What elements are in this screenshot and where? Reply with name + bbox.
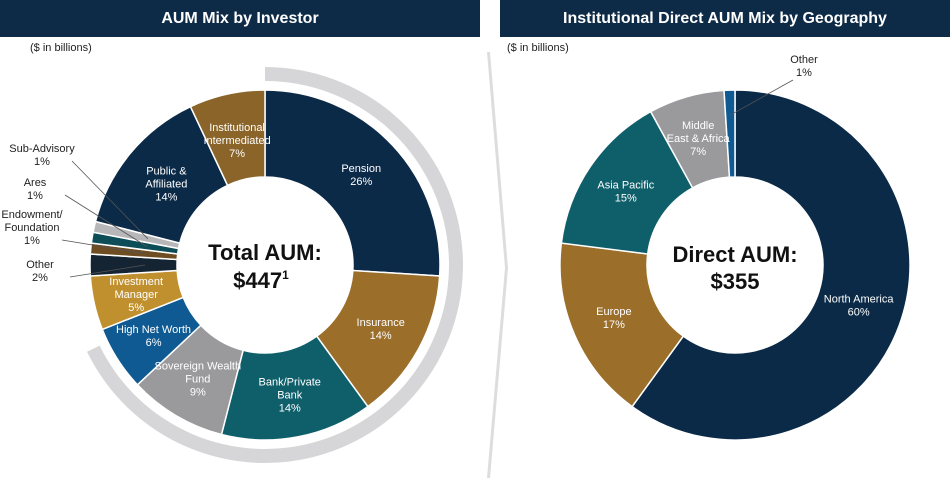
label-endowment-foundation: Endowment/Foundation 1%: [1, 209, 63, 247]
label-other: Other 2%: [26, 259, 54, 284]
label-institutional-intermediated: Institutional Intermediated 7%: [203, 122, 270, 160]
center-value-direct-aum: $355: [711, 269, 760, 294]
chart-title-investor: AUM Mix by Investor: [0, 0, 480, 37]
leader-line-endowment-foundation: [61, 239, 146, 255]
label-high-net-worth: High Net Worth 6%: [116, 324, 191, 349]
label-north-america: North America 60%: [824, 294, 895, 319]
footnote-marker: 1: [282, 268, 289, 282]
leader-line-other: [69, 264, 146, 278]
slice-institutional-intermediated: [189, 89, 266, 187]
label-investment-manager: Investment Manager 5%: [109, 276, 163, 314]
label-asia-pacific: Asia Pacific 15%: [597, 179, 654, 204]
center-value-total-aum: $4471: [233, 268, 289, 293]
label-sub-advisory: Sub-Advisory 1%: [9, 143, 75, 168]
units-label-right: ($ in billions): [507, 42, 569, 54]
leader-line-other-geography: [730, 79, 794, 116]
label-ares: Ares 1%: [24, 177, 47, 202]
label-insurance: Insurance 14%: [357, 317, 405, 342]
separator-chevron: [487, 52, 508, 478]
slice-pension: [264, 89, 441, 277]
chart-title-geography: Institutional Direct AUM Mix by Geograph…: [500, 0, 950, 37]
label-middle-east-africa: Middle East & Africa 7%: [667, 120, 731, 158]
label-public-affiliated: Public & Affiliated 14%: [145, 165, 187, 203]
slice-other: [723, 89, 736, 178]
center-title-total-aum: Total AUM:: [208, 240, 322, 265]
center-title-direct-aum: Direct AUM:: [672, 242, 797, 267]
label-bank-private-bank: Bank/Private Bank 14%: [259, 377, 321, 415]
leader-line-ares: [64, 194, 147, 247]
slice-north-america: [631, 89, 911, 441]
label-sovereign-wealth-fund: Sovereign Wealth Fund 9%: [154, 361, 241, 399]
label-pension: Pension 26%: [341, 163, 381, 188]
label-other-geography: Other 1%: [790, 54, 818, 79]
units-label-left: ($ in billions): [30, 42, 92, 54]
leader-line-sub-advisory: [71, 160, 149, 240]
label-europe: Europe 17%: [596, 306, 631, 331]
